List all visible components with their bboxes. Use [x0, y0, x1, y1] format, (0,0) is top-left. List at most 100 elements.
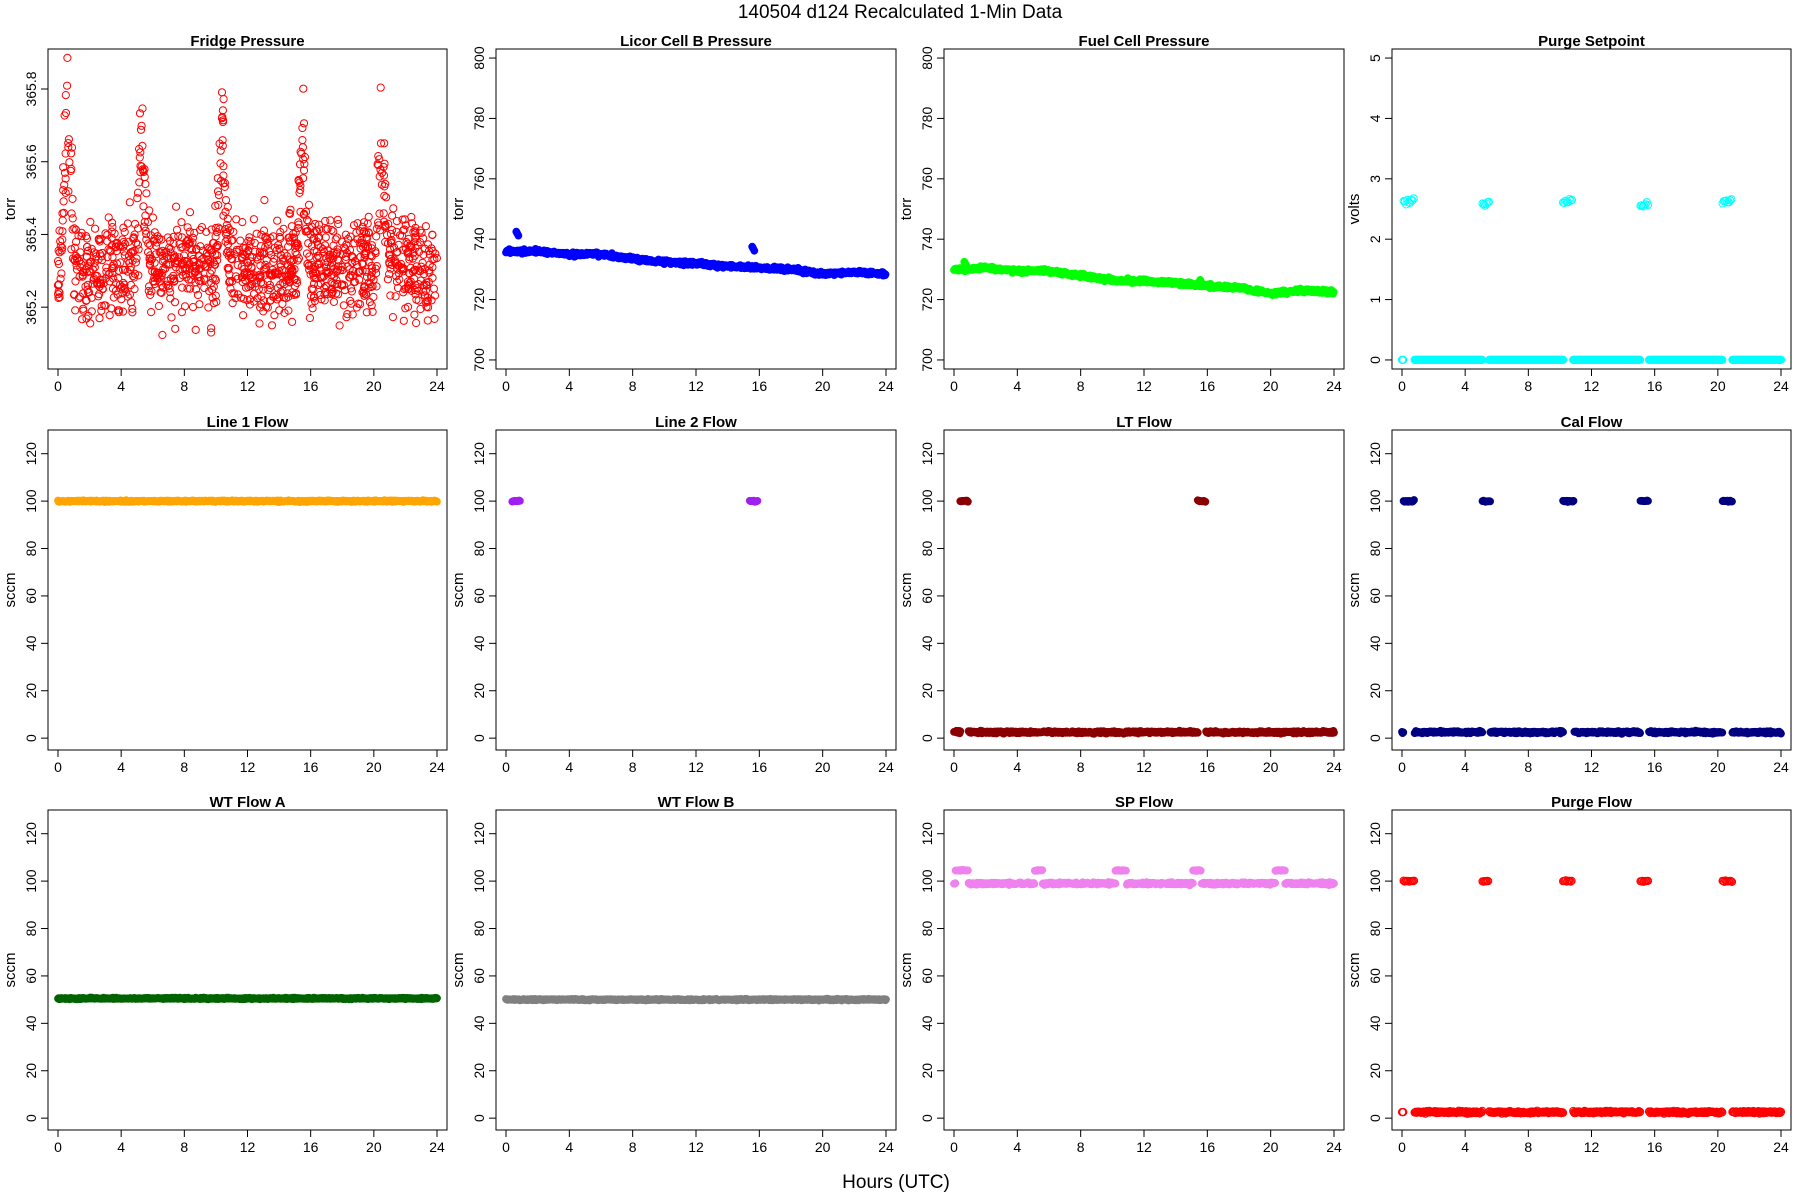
data-point	[114, 266, 124, 275]
data-point	[70, 290, 79, 299]
x-tick-label: 12	[1136, 378, 1152, 394]
x-tick-label: 0	[950, 759, 958, 775]
data-point	[270, 269, 280, 278]
panel-title: Licor Cell B Pressure	[620, 33, 772, 50]
y-tick-label: 760	[919, 167, 935, 191]
data-point	[151, 250, 160, 259]
data-point	[367, 241, 376, 250]
data-points	[1398, 496, 1785, 738]
y-tick-label: 60	[23, 588, 39, 604]
data-point	[75, 256, 84, 265]
y-tick-label: 40	[471, 635, 487, 651]
data-point	[214, 191, 223, 200]
data-point	[130, 285, 139, 294]
x-tick-label: 24	[1326, 759, 1342, 775]
x-tick-label: 8	[180, 378, 188, 394]
data-point	[133, 194, 142, 203]
data-point	[63, 53, 72, 63]
data-point	[273, 216, 282, 225]
data-point	[374, 161, 383, 170]
data-point	[307, 260, 316, 270]
data-point	[346, 270, 355, 279]
data-point	[217, 88, 227, 97]
data-point	[278, 278, 287, 287]
data-point	[125, 290, 134, 299]
x-tick-label: 20	[815, 759, 831, 775]
data-point	[335, 321, 344, 330]
data-point	[274, 293, 283, 302]
data-point	[421, 222, 430, 231]
data-point	[130, 273, 139, 282]
panel-title: Line 2 Flow	[655, 414, 737, 431]
data-point	[55, 226, 64, 235]
data-point	[73, 255, 82, 264]
data-point	[385, 259, 394, 268]
data-point	[346, 232, 355, 241]
x-tick-label: 8	[180, 759, 188, 775]
data-point	[270, 311, 279, 320]
data-point	[264, 285, 273, 295]
data-point	[124, 237, 133, 246]
data-point	[61, 188, 70, 197]
x-tick-label: 0	[1398, 759, 1406, 775]
data-point	[329, 227, 338, 236]
y-tick-label: 0	[1367, 734, 1383, 742]
data-points	[950, 496, 1338, 738]
data-point	[354, 299, 363, 308]
data-point	[145, 206, 154, 215]
data-point	[243, 249, 252, 258]
data-point	[386, 237, 395, 246]
data-point	[215, 225, 224, 234]
data-point	[407, 286, 416, 295]
data-point	[87, 293, 96, 302]
x-tick-label: 12	[688, 759, 704, 775]
data-point	[328, 279, 337, 288]
data-point	[64, 135, 74, 144]
data-point	[217, 176, 226, 185]
data-point	[97, 301, 106, 311]
global-x-axis-label: Hours (UTC)	[842, 1172, 950, 1193]
y-tick-label: 365.6	[23, 144, 39, 179]
data-point	[83, 280, 93, 289]
data-point	[366, 251, 375, 260]
data-point	[205, 244, 214, 253]
x-tick-label: 4	[1013, 759, 1021, 775]
data-point	[58, 227, 67, 236]
data-point	[1196, 275, 1205, 284]
data-point	[323, 258, 332, 267]
data-point	[288, 317, 297, 326]
data-point	[145, 254, 154, 263]
data-point	[60, 111, 69, 120]
data-point	[207, 324, 216, 333]
data-point	[329, 297, 338, 306]
data-point	[193, 290, 203, 300]
data-point	[134, 271, 143, 280]
data-point	[329, 241, 338, 250]
data-point	[329, 251, 338, 260]
data-point	[304, 200, 314, 209]
y-tick-label: 20	[471, 683, 487, 699]
panel-title: Line 1 Flow	[207, 414, 289, 431]
data-point	[380, 182, 389, 191]
data-point	[321, 241, 330, 250]
data-point	[67, 164, 76, 174]
data-point	[293, 223, 303, 233]
data-point	[252, 229, 261, 238]
data-point	[151, 241, 161, 250]
data-point	[395, 231, 405, 240]
y-tick-label: 1	[1367, 295, 1383, 303]
data-point	[71, 277, 80, 286]
data-point	[135, 178, 144, 187]
data-point	[244, 246, 253, 255]
data-point	[285, 209, 295, 218]
data-point	[210, 274, 220, 283]
data-point	[96, 235, 105, 244]
data-point	[333, 215, 342, 224]
data-point	[245, 233, 254, 242]
data-point	[77, 232, 86, 241]
data-point	[334, 290, 343, 299]
data-point	[185, 239, 194, 248]
data-point	[1409, 194, 1418, 203]
data-point	[108, 223, 117, 232]
